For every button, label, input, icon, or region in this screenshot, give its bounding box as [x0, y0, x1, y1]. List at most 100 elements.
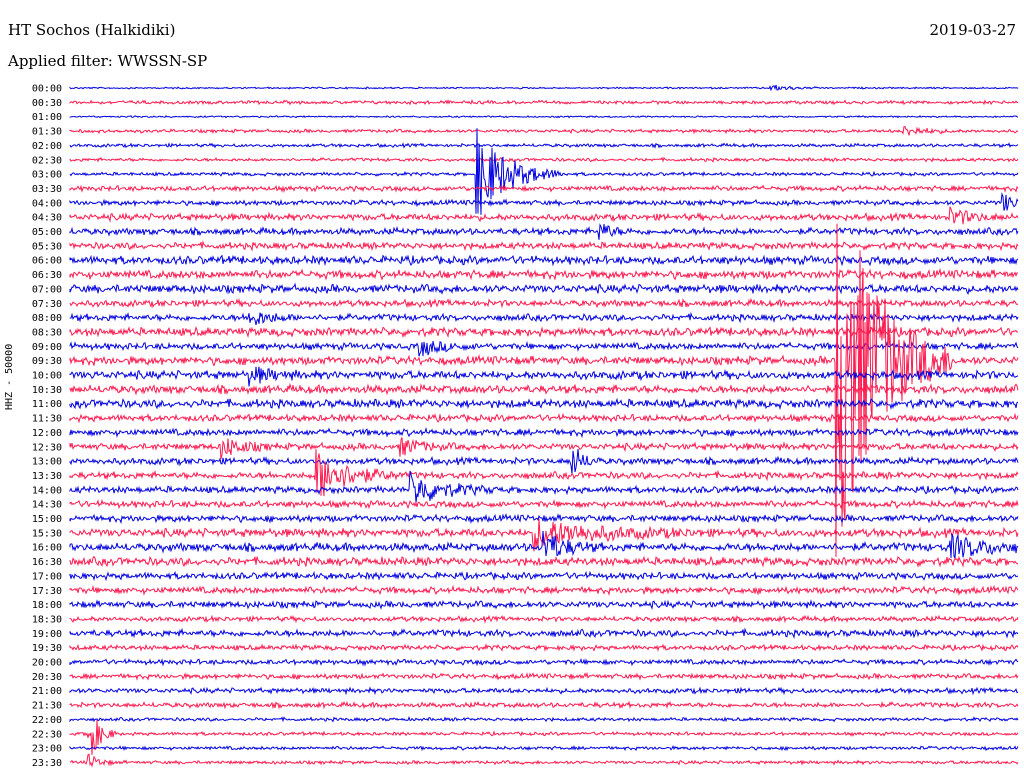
row-time-label: 02:30: [32, 155, 62, 166]
seismogram-trace: [69, 156, 1019, 163]
seismogram-trace: [69, 340, 1019, 357]
row-time-label: 01:30: [32, 127, 62, 138]
record-date: 2019-03-27: [929, 21, 1016, 39]
seismogram-trace: [69, 753, 1019, 768]
seismogram-trace: [69, 311, 1019, 326]
row-time-label: 18:00: [32, 600, 62, 611]
row-time-label: 22:00: [32, 715, 62, 726]
row-time-label: 15:00: [32, 514, 62, 525]
row-time-label: 12:30: [32, 442, 62, 453]
seismogram-trace: [69, 719, 1019, 755]
seismogram-trace: [69, 240, 1019, 252]
seismogram-trace: [69, 267, 1019, 281]
row-time-label: 10:30: [32, 385, 62, 396]
row-time-label: 17:00: [32, 571, 62, 582]
row-time-label: 05:30: [32, 241, 62, 252]
row-time-label: 09:30: [32, 356, 62, 367]
seismogram-trace: [69, 470, 1019, 503]
seismogram-trace: [69, 513, 1019, 525]
row-time-label: 13:30: [32, 471, 62, 482]
row-time-label: 06:30: [32, 270, 62, 281]
seismogram-trace: [69, 449, 1019, 474]
seismogram-trace: [69, 744, 1019, 752]
row-time-label: 14:30: [32, 500, 62, 511]
row-time-label: 16:00: [32, 543, 62, 554]
seismogram-trace: [69, 98, 1019, 106]
seismogram-trace: [69, 397, 1019, 411]
seismogram-trace: [69, 700, 1019, 710]
row-time-label: 00:30: [32, 98, 62, 109]
row-time-label: 07:30: [32, 299, 62, 310]
row-time-label: 21:00: [32, 686, 62, 697]
seismogram-trace: [69, 412, 1019, 424]
row-time-label: 08:30: [32, 327, 62, 338]
seismogram-trace: [69, 254, 1019, 267]
seismogram-trace: [69, 297, 1019, 309]
row-time-label: 20:30: [32, 672, 62, 683]
row-time-label: 11:30: [32, 414, 62, 425]
seismogram-trace: [69, 184, 1019, 193]
seismogram-trace: [69, 657, 1019, 667]
seismogram-trace: [69, 716, 1019, 723]
row-time-label: 17:30: [32, 586, 62, 597]
row-time-label: 01:00: [32, 112, 62, 123]
row-time-label: 04:30: [32, 213, 62, 224]
row-time-label: 19:30: [32, 643, 62, 654]
row-time-label: 23:30: [32, 758, 62, 769]
seismogram-trace: [69, 126, 1019, 136]
seismogram-trace: [69, 128, 1019, 215]
seismogram-trace: [69, 686, 1019, 696]
row-time-label: 03:30: [32, 184, 62, 195]
seismogram-trace: [69, 437, 1019, 459]
row-time-label: 13:00: [32, 457, 62, 468]
seismogram-trace: [69, 627, 1019, 640]
seismogram-trace: [69, 114, 1019, 119]
row-time-label: 12:00: [32, 428, 62, 439]
row-time-label: 08:00: [32, 313, 62, 324]
seismogram-trace: [69, 555, 1019, 568]
row-time-label: 02:00: [32, 141, 62, 152]
seismogram-trace: [69, 382, 1019, 396]
row-time-label: 16:30: [32, 557, 62, 568]
seismogram-trace: [69, 671, 1019, 681]
seismogram-trace: [69, 223, 1019, 557]
row-time-label: 04:00: [32, 198, 62, 209]
row-time-label: 05:00: [32, 227, 62, 238]
seismogram-trace: [69, 584, 1019, 597]
row-time-label: 11:00: [32, 399, 62, 410]
seismogram-trace: [69, 643, 1019, 652]
filter-label: Applied filter: WWSSN-SP: [8, 52, 208, 70]
seismogram-trace: [69, 206, 1019, 225]
row-time-label: 06:00: [32, 256, 62, 267]
row-time-label: 22:30: [32, 729, 62, 740]
seismogram-trace: [69, 530, 1019, 561]
seismogram-trace: [69, 614, 1019, 624]
seismogram-trace: [69, 570, 1019, 582]
row-time-label: 19:00: [32, 629, 62, 640]
seismogram-trace: [69, 498, 1019, 510]
seismogram-trace: [69, 426, 1019, 439]
seismogram-trace: [69, 325, 1019, 339]
seismogram-trace: [69, 366, 1019, 387]
row-time-label: 14:00: [32, 485, 62, 496]
row-time-label: 03:00: [32, 170, 62, 181]
row-time-label: 23:00: [32, 744, 62, 755]
row-time-label: 09:00: [32, 342, 62, 353]
row-time-label: 18:30: [32, 614, 62, 625]
seismogram-trace: [69, 84, 1019, 92]
seismogram-trace: [69, 223, 1019, 240]
station-title: HT Sochos (Halkidiki): [8, 21, 176, 39]
row-time-label: 07:00: [32, 284, 62, 295]
row-time-label: 20:00: [32, 658, 62, 669]
seismogram-trace: [69, 599, 1019, 611]
row-time-label: 15:30: [32, 528, 62, 539]
row-time-label: 00:00: [32, 84, 62, 95]
row-time-label: 21:30: [32, 701, 62, 712]
row-time-label: 10:00: [32, 371, 62, 382]
seismogram-trace: [69, 282, 1019, 296]
seismogram-trace: [69, 192, 1019, 211]
seismogram-trace: [69, 449, 1019, 497]
seismogram-trace: [69, 142, 1019, 149]
row-label-group: 00:00 00:30 01:00 01:30 02:00 02:30 03:00 03:30…: [32, 84, 62, 769]
